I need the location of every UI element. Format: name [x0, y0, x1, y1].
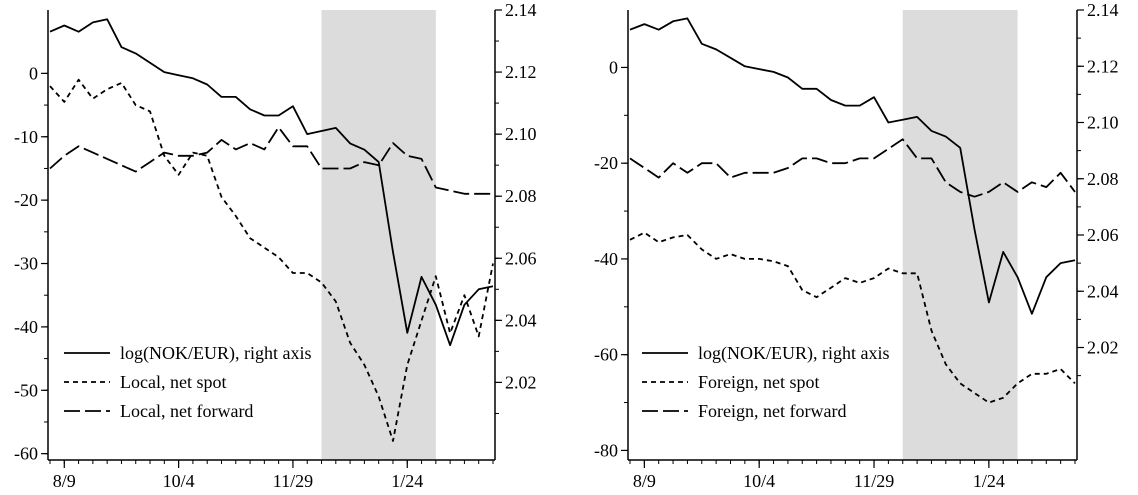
left-tick-label: 0 [29, 63, 38, 83]
x-tick-label: 1/24 [391, 471, 423, 491]
right-tick-label: 2.04 [505, 310, 537, 330]
right-tick-label: 2.14 [1087, 0, 1119, 20]
left-tick-label: -30 [14, 254, 38, 274]
left-tick-label: -60 [14, 444, 38, 464]
left-tick-label: -20 [14, 190, 38, 210]
left-tick-label: -60 [594, 345, 618, 365]
series-line-2 [49, 78, 494, 442]
shaded-region [321, 10, 436, 460]
series-line-1 [49, 18, 494, 347]
right-tick-label: 2.02 [1087, 338, 1119, 358]
chart-panel-1: 0 -10 -20 -30 -40 -50 -60 2.14 2.12 2.10 2.08 2.06 2… [14, 0, 537, 491]
x-tick-label: 8/9 [633, 471, 656, 491]
legend: log(NOK/EUR), right axis Local, net spot L… [64, 343, 311, 421]
right-tick-label: 2.02 [505, 372, 537, 392]
chart-panel-2: 0 -20 -40 -60 -80 2.14 2.12 2.10 2.08 2.06 2.04 2.0… [594, 0, 1119, 491]
right-tick-label: 2.08 [505, 186, 537, 206]
left-tick-label: -20 [594, 153, 618, 173]
left-tick-label: 0 [609, 57, 618, 77]
right-tick-label: 2.06 [1087, 225, 1119, 245]
right-tick-label: 2.06 [505, 248, 537, 268]
legend-label: Foreign, net spot [698, 372, 820, 392]
right-tick-label: 2.10 [505, 124, 537, 144]
legend: log(NOK/EUR), right axis Foreign, net spo… [642, 343, 889, 421]
x-tick-label: 11/29 [273, 471, 313, 491]
right-tick-label: 2.10 [1087, 113, 1119, 133]
right-tick-label: 2.04 [1087, 281, 1119, 301]
series-line-2 [629, 231, 1076, 404]
x-tick-label: 1/24 [973, 471, 1005, 491]
legend-label: Local, net spot [120, 372, 226, 392]
left-tick-label: -40 [14, 317, 38, 337]
right-tick-label: 2.12 [1087, 56, 1119, 76]
shaded-region [902, 10, 1018, 460]
legend-label: Local, net forward [120, 401, 253, 421]
legend-label: Foreign, net forward [698, 401, 846, 421]
legend-label: log(NOK/EUR), right axis [120, 343, 311, 364]
right-tick-label: 2.14 [505, 0, 537, 20]
right-tick-label: 2.12 [505, 62, 537, 82]
series-line-1 [629, 17, 1076, 315]
x-tick-label: 10/4 [743, 471, 775, 491]
right-tick-label: 2.08 [1087, 169, 1119, 189]
x-tick-label: 10/4 [163, 471, 195, 491]
left-tick-label: -40 [594, 249, 618, 269]
x-tick-label: 8/9 [53, 471, 76, 491]
series-line-3 [49, 126, 493, 195]
x-tick-label: 11/29 [854, 471, 894, 491]
left-tick-label: -80 [594, 440, 618, 460]
left-tick-label: -10 [14, 127, 38, 147]
left-tick-label: -50 [14, 380, 38, 400]
series-line-3 [629, 138, 1076, 198]
legend-label: log(NOK/EUR), right axis [698, 343, 889, 364]
